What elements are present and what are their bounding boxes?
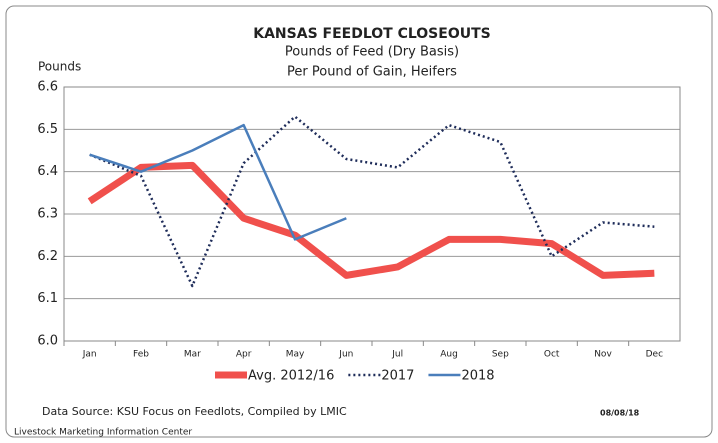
x-tick-label: Oct	[544, 350, 560, 360]
source: Data Source: KSU Focus on Feedlots, Comp…	[42, 405, 347, 418]
date: 08/08/18	[600, 409, 640, 418]
x-tick-label: Mar	[184, 350, 201, 360]
y-tick-label: 6.2	[37, 249, 58, 264]
legend-label: 2017	[381, 369, 414, 384]
x-tick-label: May	[286, 350, 305, 360]
x-tick-label: Sep	[492, 350, 509, 360]
y-tick-label: 6.4	[37, 164, 58, 179]
subtitle: Pounds of Feed (Dry Basis)	[285, 45, 459, 60]
subtitle: Per Pound of Gain, Heifers	[287, 65, 457, 80]
x-tick-label: Apr	[236, 350, 252, 360]
series-line	[89, 115, 655, 288]
legend-label: Avg. 2012/16	[248, 369, 334, 384]
chart-title: KANSAS FEEDLOT CLOSEOUTS	[253, 26, 490, 42]
y-tick-label: 6.3	[37, 207, 58, 222]
y-tick-label: 6.5	[37, 122, 58, 137]
x-tick-label: Aug	[440, 350, 458, 360]
x-tick-label: Nov	[594, 350, 612, 360]
x-tick-label: Jan	[82, 350, 97, 360]
y-tick-label: 6.1	[37, 291, 58, 306]
x-tick-label: Jul	[391, 350, 403, 360]
y-tick-label: 6.6	[37, 80, 58, 95]
frame	[5, 5, 713, 438]
x-tick-label: Dec	[646, 350, 663, 360]
y-tick-label: 6.0	[37, 334, 58, 349]
series-line	[87, 161, 655, 279]
legend-label: 2018	[461, 369, 494, 384]
x-tick-label: Feb	[133, 350, 149, 360]
series-line	[89, 123, 347, 241]
footer: Livestock Marketing Information Center	[14, 428, 192, 438]
x-tick-label: Jun	[338, 350, 353, 360]
y-axis-label: Pounds	[38, 60, 81, 74]
